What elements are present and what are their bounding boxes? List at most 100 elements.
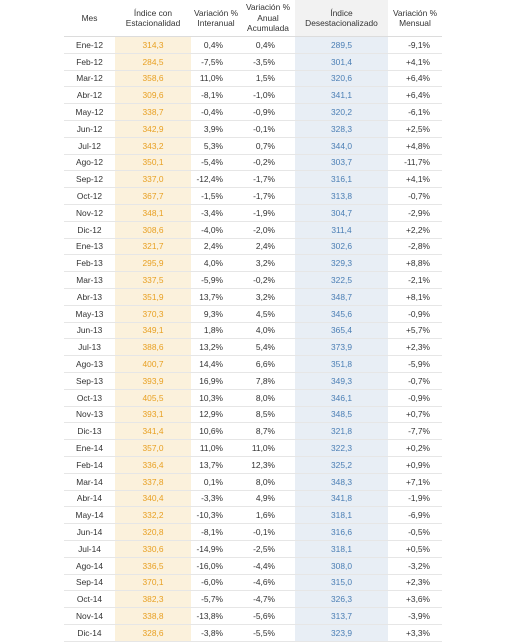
cell-mensual: +8,1% (388, 288, 442, 306)
cell-anual-acumulada: 1,6% (241, 506, 295, 525)
cell-desestacionalizado: 308,0 (295, 557, 388, 575)
cell-estacionalidad: 284,5 (115, 53, 191, 71)
table-row: Ago-14 336,5 -16,0% -4,4% 308,0 -3,2% (64, 557, 442, 575)
cell-mes: Abr-12 (64, 86, 115, 105)
table-row: Abr-12 309,6 -8,1% -1,0% 341,1 +6,4% (64, 86, 442, 105)
cell-anual-acumulada: 3,2% (241, 288, 295, 306)
cell-mes: May-14 (64, 506, 115, 525)
cell-mensual: -1,9% (388, 490, 442, 508)
cell-desestacionalizado: 322,5 (295, 271, 388, 289)
cell-interanual: -0,4% (191, 103, 241, 121)
cell-mes: Abr-14 (64, 490, 115, 508)
cell-mensual: -6,9% (388, 506, 442, 525)
cell-mensual: +4,1% (388, 53, 442, 71)
cell-mensual: -0,9% (388, 389, 442, 407)
cell-estacionalidad: 295,9 (115, 254, 191, 273)
cell-mensual: -7,7% (388, 422, 442, 441)
cell-anual-acumulada: -2,5% (241, 540, 295, 558)
table-row: Mar-13 337,5 -5,9% -0,2% 322,5 -2,1% (64, 271, 442, 289)
cell-interanual: 10,3% (191, 389, 241, 407)
cell-interanual: 11,0% (191, 439, 241, 457)
cell-mes: Feb-13 (64, 254, 115, 273)
cell-estacionalidad: 400,7 (115, 355, 191, 373)
cell-mensual: +0,2% (388, 439, 442, 457)
cell-mensual: +2,3% (388, 574, 442, 592)
cell-mes: Ago-12 (64, 154, 115, 172)
cell-desestacionalizado: 320,6 (295, 70, 388, 88)
cell-interanual: 4,0% (191, 254, 241, 273)
cell-interanual: 13,7% (191, 456, 241, 474)
cell-mes: Jun-14 (64, 523, 115, 541)
cell-desestacionalizado: 349,3 (295, 372, 388, 390)
cell-mes: Dic-13 (64, 422, 115, 441)
cell-anual-acumulada: 12,3% (241, 456, 295, 474)
cell-mes: Mar-12 (64, 70, 115, 88)
cell-interanual: -8,1% (191, 86, 241, 105)
table-row: Mar-12 358,6 11,0% 1,5% 320,6 +6,4% (64, 70, 442, 88)
cell-interanual: 12,9% (191, 406, 241, 424)
cell-desestacionalizado: 322,3 (295, 439, 388, 457)
cell-anual-acumulada: -1,7% (241, 170, 295, 189)
table-row: Feb-14 336,4 13,7% 12,3% 325,2 +0,9% (64, 456, 442, 474)
cell-interanual: -3,8% (191, 624, 241, 642)
cell-desestacionalizado: 303,7 (295, 154, 388, 172)
cell-desestacionalizado: 304,7 (295, 204, 388, 222)
header-row: Mes Índice con Estacionalidad Variación … (64, 0, 442, 37)
cell-mensual: +0,9% (388, 456, 442, 474)
cell-estacionalidad: 350,1 (115, 154, 191, 172)
cell-interanual: -12,4% (191, 170, 241, 189)
index-table: Mes Índice con Estacionalidad Variación … (64, 0, 442, 642)
cell-anual-acumulada: -0,9% (241, 103, 295, 121)
cell-anual-acumulada: -4,6% (241, 574, 295, 592)
cell-mes: Jul-13 (64, 338, 115, 357)
cell-mes: Ene-12 (64, 36, 115, 54)
cell-estacionalidad: 320,8 (115, 523, 191, 541)
cell-estacionalidad: 357,0 (115, 439, 191, 457)
cell-anual-acumulada: -1,7% (241, 187, 295, 205)
cell-mes: Mar-14 (64, 473, 115, 491)
table-row: Abr-14 340,4 -3,3% 4,9% 341,8 -1,9% (64, 490, 442, 508)
cell-desestacionalizado: 365,4 (295, 322, 388, 340)
cell-anual-acumulada: 11,0% (241, 439, 295, 457)
cell-interanual: 13,2% (191, 338, 241, 357)
cell-anual-acumulada: 3,2% (241, 254, 295, 273)
table-row: Sep-12 337,0 -12,4% -1,7% 316,1 +4,1% (64, 170, 442, 189)
cell-interanual: -5,4% (191, 154, 241, 172)
cell-anual-acumulada: -0,2% (241, 154, 295, 172)
cell-desestacionalizado: 345,6 (295, 305, 388, 323)
cell-mensual: +6,4% (388, 70, 442, 88)
cell-interanual: 13,7% (191, 288, 241, 306)
cell-interanual: 16,9% (191, 372, 241, 390)
cell-desestacionalizado: 302,6 (295, 238, 388, 256)
cell-estacionalidad: 343,2 (115, 137, 191, 155)
cell-desestacionalizado: 318,1 (295, 506, 388, 525)
table-row: Feb-12 284,5 -7,5% -3,5% 301,4 +4,1% (64, 53, 442, 71)
cell-interanual: -6,0% (191, 574, 241, 592)
cell-mensual: +6,4% (388, 86, 442, 105)
cell-estacionalidad: 370,3 (115, 305, 191, 323)
cell-anual-acumulada: -0,2% (241, 271, 295, 289)
cell-mes: Ene-13 (64, 238, 115, 256)
cell-mes: Jun-13 (64, 322, 115, 340)
cell-estacionalidad: 337,5 (115, 271, 191, 289)
cell-desestacionalizado: 316,1 (295, 170, 388, 189)
cell-anual-acumulada: -3,5% (241, 53, 295, 71)
cell-anual-acumulada: -1,0% (241, 86, 295, 105)
cell-interanual: -13,8% (191, 607, 241, 625)
table-row: Jul-12 343,2 5,3% 0,7% 344,0 +4,8% (64, 137, 442, 155)
cell-anual-acumulada: 8,0% (241, 389, 295, 407)
table-body: Ene-12 314,3 0,4% 0,4% 289,5 -9,1% Feb-12 284,5… (64, 36, 442, 642)
cell-desestacionalizado: 341,1 (295, 86, 388, 105)
table-row: Mar-14 337,8 0,1% 8,0% 348,3 +7,1% (64, 473, 442, 491)
cell-estacionalidad: 321,7 (115, 238, 191, 256)
cell-desestacionalizado: 321,8 (295, 422, 388, 441)
cell-anual-acumulada: -2,0% (241, 221, 295, 239)
table-row: Feb-13 295,9 4,0% 3,2% 329,3 +8,8% (64, 254, 442, 273)
cell-mes: Feb-14 (64, 456, 115, 474)
cell-mes: Oct-13 (64, 389, 115, 407)
cell-anual-acumulada: 2,4% (241, 238, 295, 256)
cell-interanual: -1,5% (191, 187, 241, 205)
table-row: Dic-14 328,6 -3,8% -5,5% 323,9 +3,3% (64, 624, 442, 642)
cell-interanual: 5,3% (191, 137, 241, 155)
table-row: Oct-12 367,7 -1,5% -1,7% 313,8 -0,7% (64, 187, 442, 205)
